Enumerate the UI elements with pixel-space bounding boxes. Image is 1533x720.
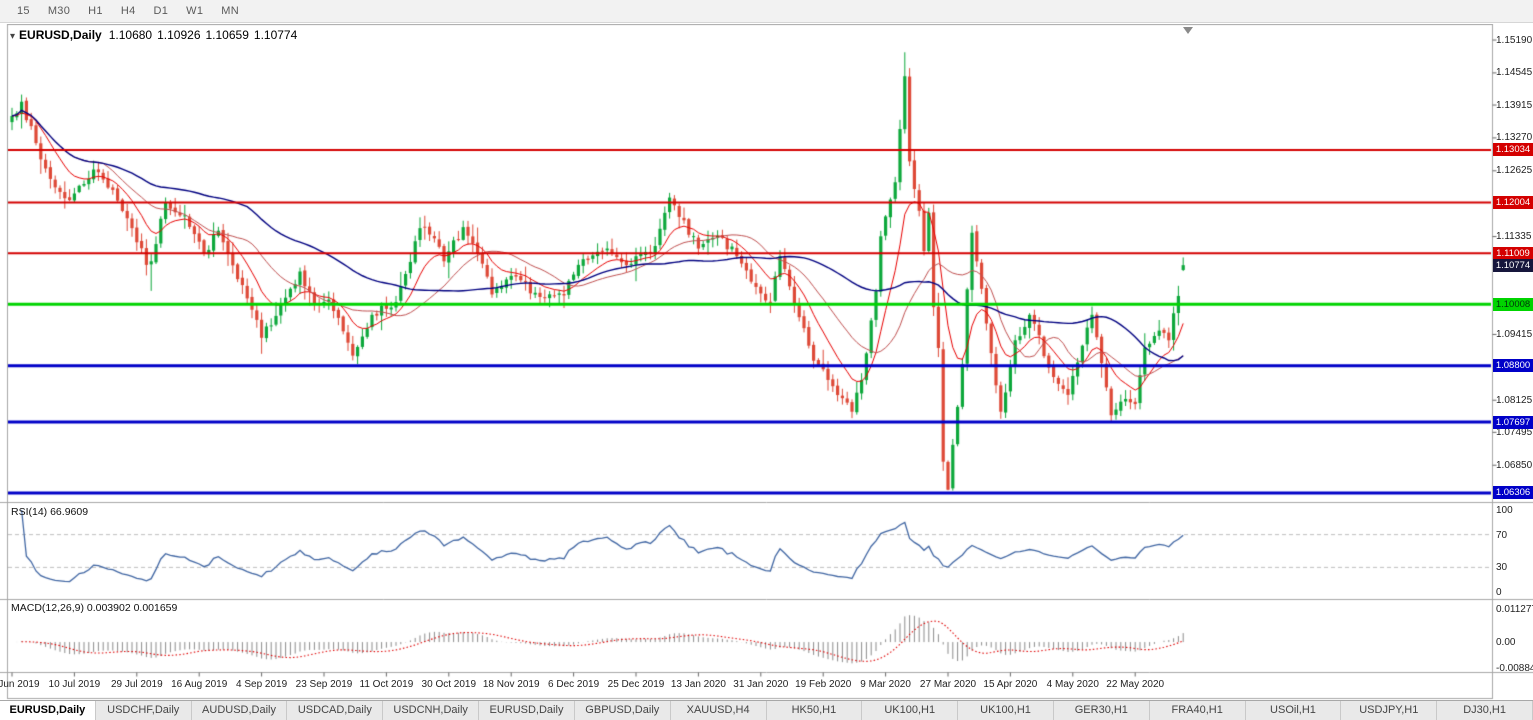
instrument-tab-usdjpy-h1[interactable]: USDJPY,H1 xyxy=(1341,701,1438,720)
date-axis-label: 10 Jul 2019 xyxy=(48,679,101,690)
instrument-tab-fra40-h1[interactable]: FRA40,H1 xyxy=(1149,701,1246,720)
timeframe-button-h4[interactable]: H4 xyxy=(120,5,136,17)
date-axis-label: 13 Jan 2020 xyxy=(670,679,726,690)
date-axis-label: 4 Sep 2019 xyxy=(236,679,288,690)
ohlc-low: 1.10659 xyxy=(205,28,249,42)
rsi-label: RSI(14) 66.9609 xyxy=(11,506,89,518)
ohlc-close: 1.10774 xyxy=(253,28,298,42)
date-axis-label: 6 Dec 2019 xyxy=(548,679,600,690)
instrument-tab-usoil-h1[interactable]: USOil,H1 xyxy=(1245,701,1342,720)
timeframe-button-m30[interactable]: M30 xyxy=(47,5,71,17)
chevron-down-icon[interactable]: ▾ xyxy=(10,31,16,42)
timeframe-button-h1[interactable]: H1 xyxy=(88,5,103,17)
instrument-tab-usdchf-daily[interactable]: USDCHF,Daily xyxy=(95,701,192,720)
level-price-label: 1.11009 xyxy=(1493,246,1533,260)
price-chart-canvas[interactable] xyxy=(0,24,1533,700)
timeframe-toolbar: 15 M30 H1 H4 D1 W1 MN xyxy=(0,0,1533,23)
instrument-tab-eurusd-daily[interactable]: EURUSD,Daily xyxy=(0,701,96,720)
price-axis-label: 1.14545 xyxy=(1496,67,1533,79)
date-axis-label: 29 Jul 2019 xyxy=(110,679,163,690)
date-axis-label: 18 Nov 2019 xyxy=(482,679,540,690)
chart-shift-marker-icon xyxy=(1183,27,1193,34)
price-axis-label: 1.15190 xyxy=(1496,34,1533,46)
timeframe-button-d1[interactable]: D1 xyxy=(153,5,169,17)
rsi-axis-label: 0 xyxy=(1496,587,1502,598)
chart-title: ▾ EURUSD,Daily 1.10680 1.10926 1.10659 1.1077… xyxy=(10,28,302,42)
instrument-tab-usdcnh-daily[interactable]: USDCNH,Daily xyxy=(383,701,480,720)
price-axis-label: 1.11335 xyxy=(1496,231,1532,243)
instrument-tab-uk100-h1[interactable]: UK100,H1 xyxy=(862,701,959,720)
rsi-axis-label: 30 xyxy=(1496,562,1508,574)
instrument-tab-dj30-h1[interactable]: DJ30,H1 xyxy=(1437,701,1533,720)
ohlc-open: 1.10680 xyxy=(108,28,153,42)
date-axis-label: 23 Sep 2019 xyxy=(295,679,353,690)
level-price-label: 1.07697 xyxy=(1493,415,1533,429)
instrument-tab-hk50-h1[interactable]: HK50,H1 xyxy=(766,701,863,720)
timeframe-button-15[interactable]: 15 xyxy=(17,5,30,17)
level-price-label: 1.13034 xyxy=(1493,143,1533,157)
instrument-tab-xauusd-h4[interactable]: XAUUSD,H4 xyxy=(670,701,767,720)
date-axis-label: 15 Apr 2020 xyxy=(983,679,1038,690)
level-price-label: 1.08800 xyxy=(1493,359,1533,373)
level-price-label: 1.10008 xyxy=(1493,297,1533,311)
date-axis-label: 11 Oct 2019 xyxy=(359,679,414,690)
price-axis-label: 1.06850 xyxy=(1496,459,1533,471)
price-axis-label: 1.12625 xyxy=(1496,165,1533,177)
instrument-tab-ger30-h1[interactable]: GER30,H1 xyxy=(1053,701,1150,720)
macd-axis-label: 0.011277 xyxy=(1496,604,1533,615)
date-axis-label: 31 Jan 2020 xyxy=(733,679,789,690)
price-axis-label: 1.09415 xyxy=(1496,328,1533,340)
price-axis-label: 1.08125 xyxy=(1496,394,1533,406)
date-axis-label: 25 Dec 2019 xyxy=(607,679,665,690)
timeframe-button-w1[interactable]: W1 xyxy=(186,5,204,17)
instrument-tab-gbpusd-daily[interactable]: GBPUSD,Daily xyxy=(574,701,671,720)
instrument-tab-eurusd-daily[interactable]: EURUSD,Daily xyxy=(479,701,575,720)
date-axis-label: 4 May 2020 xyxy=(1046,679,1099,690)
ohlc-high: 1.10926 xyxy=(157,28,201,42)
timeframe-button-mn[interactable]: MN xyxy=(221,5,239,17)
date-axis-label: 9 Mar 2020 xyxy=(860,679,911,690)
macd-axis-label: 0.00 xyxy=(1496,637,1516,649)
instrument-tab-uk100-h1[interactable]: UK100,H1 xyxy=(958,701,1054,720)
date-axis-label: 16 Aug 2019 xyxy=(171,679,228,690)
date-axis-label: 30 Oct 2019 xyxy=(421,679,477,690)
date-axis-label: 19 Feb 2020 xyxy=(795,679,852,690)
macd-label: MACD(12,26,9) 0.003902 0.001659 xyxy=(11,602,178,614)
chart-symbol-label: EURUSD,Daily xyxy=(19,28,102,42)
price-axis-label: 1.13915 xyxy=(1496,99,1533,111)
instrument-tab-usdcad-daily[interactable]: USDCAD,Daily xyxy=(287,701,384,720)
macd-axis-label: -0.008845 xyxy=(1496,663,1533,674)
instrument-tab-audusd-daily[interactable]: AUDUSD,Daily xyxy=(191,701,288,720)
price-axis-label: 1.07495 xyxy=(1496,426,1533,438)
date-axis-label: 22 May 2020 xyxy=(1106,679,1165,690)
date-axis-label: 21 Jun 2019 xyxy=(0,679,40,690)
rsi-axis-label: 70 xyxy=(1496,529,1508,541)
date-axis-label: 27 Mar 2020 xyxy=(919,679,977,690)
rsi-axis-label: 100 xyxy=(1496,505,1513,516)
level-price-label: 1.06306 xyxy=(1493,486,1533,500)
instrument-tab-bar: EURUSD,Daily USDCHF,Daily AUDUSD,Daily USDC… xyxy=(0,700,1533,720)
level-price-label: 1.12004 xyxy=(1493,195,1533,209)
price-axis-label: 1.13270 xyxy=(1496,132,1533,144)
current-price-label: 1.10774 xyxy=(1493,258,1533,272)
